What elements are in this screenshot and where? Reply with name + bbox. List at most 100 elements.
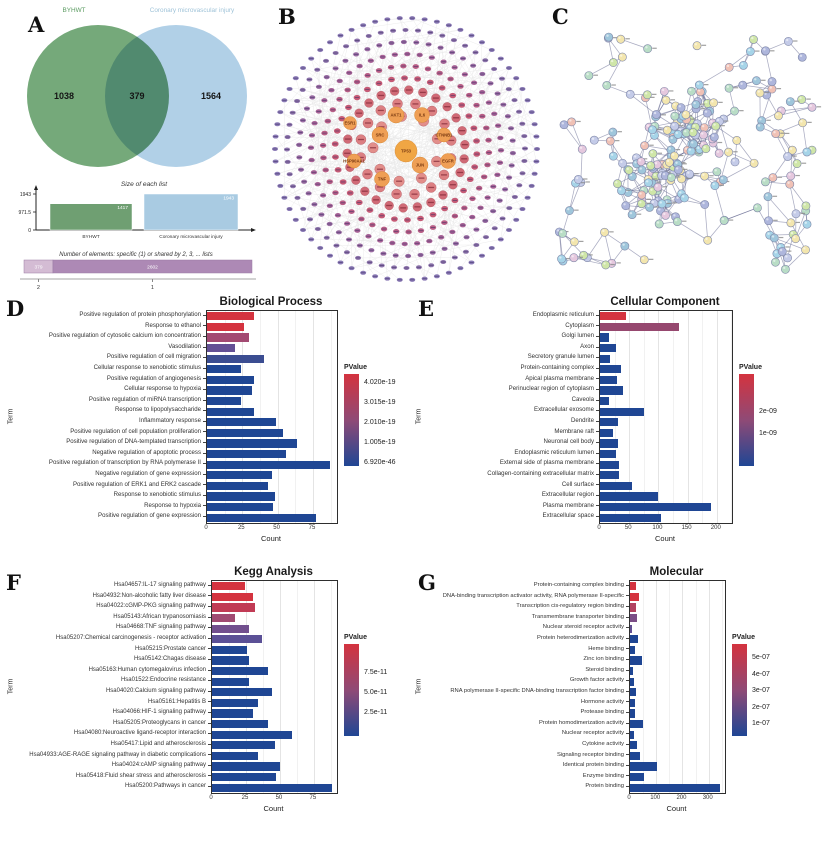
- bar: [600, 397, 609, 406]
- term-label: RNA polymerase II-specific DNA-binding t…: [450, 688, 624, 695]
- biological-process-chart: Biological Process Term Positive regulatio…: [6, 294, 410, 562]
- hub-node: [436, 127, 452, 143]
- term-label: Hsa04024:cAMP signaling pathway: [111, 762, 206, 769]
- legend-title: PValue: [732, 634, 755, 641]
- x-tick-label: 25: [241, 795, 249, 801]
- term-label: Perinuclear region of cytoplasm: [508, 385, 594, 393]
- elements-segment-value: 379: [34, 265, 42, 271]
- bar: [630, 603, 637, 612]
- x-axis-title: Count: [666, 804, 687, 813]
- term-label: Caveola: [571, 395, 594, 403]
- term-label: Steroid binding: [585, 666, 624, 673]
- bar: [600, 344, 616, 353]
- chart-title: Kegg Analysis: [234, 566, 313, 578]
- bar: [207, 450, 287, 459]
- term-label: Nuclear receptor activity: [561, 730, 624, 737]
- pvalue-legend: PValue 7.5e-11 5.0e-11 2.5e-11: [344, 634, 387, 736]
- x-tick-label: 50: [624, 525, 632, 531]
- bar: [630, 645, 635, 654]
- bar: [207, 344, 236, 353]
- size-chart-bar: [49, 203, 133, 231]
- term-label: Golgi lumen: [561, 332, 594, 340]
- panel-letter-f: F: [6, 570, 21, 595]
- term-label: Transmembrane transporter binding: [531, 613, 624, 620]
- x-axis: 0 25 50 75: [209, 794, 336, 803]
- x-axis-title: Count: [654, 534, 675, 543]
- term-label: Hsa05163:Human cytomegalovirus infection: [88, 666, 206, 673]
- bar: [630, 614, 637, 623]
- bar: [207, 471, 272, 480]
- bar: [630, 751, 640, 760]
- bar: [207, 460, 330, 469]
- bar: [600, 354, 610, 363]
- bar: [212, 773, 276, 782]
- bar: [212, 698, 259, 707]
- elements-axis-tick: 2: [37, 285, 40, 291]
- term-label: Growth factor activity: [569, 677, 624, 684]
- term-label: Hsa05200:Pathways in cancer: [124, 783, 206, 790]
- panel-b: B TP53 JUN SRC AKT1 IL6 CTNNB1 EGFR TNF HSP90AA1…: [266, 2, 542, 292]
- term-label: Protease binding: [580, 709, 624, 716]
- term-labels-column: Endoplasmic reticulum Cytoplasm Golgi lume…: [424, 310, 599, 522]
- bar: [630, 762, 658, 771]
- term-label: Secretory granule lumen: [527, 353, 594, 361]
- x-axis-arrow: [251, 228, 256, 232]
- venn-right-count: 1564: [201, 91, 221, 101]
- bar: [600, 428, 613, 437]
- venn-left-count: 1038: [54, 91, 74, 101]
- legend-tick-label: 3e-07: [752, 687, 770, 695]
- x-tick-label: 0: [209, 795, 213, 801]
- term-label: Hsa04066:HIF-1 signaling pathway: [112, 709, 206, 716]
- term-label: Positive regulation of cell migration: [106, 353, 201, 361]
- term-label: DNA-binding transcription activator acti…: [442, 592, 624, 599]
- bar: [207, 312, 254, 321]
- bar: [600, 492, 659, 501]
- term-labels-column: Protein-containing complex binding DNA-bi…: [424, 580, 629, 792]
- bar: [212, 614, 236, 623]
- bar: [207, 439, 298, 448]
- term-label: Hsa04657:IL-17 signaling pathway: [113, 582, 206, 589]
- bar: [600, 450, 616, 459]
- term-label: Hsa01522:Endocrine resistance: [120, 677, 206, 684]
- term-label: Plasma membrane: [542, 501, 594, 509]
- hub-node: [387, 106, 405, 124]
- hub-node: [371, 126, 389, 144]
- panel-g: G Molecular FunctionTermProtein-containi…: [414, 564, 822, 840]
- legend-gradient: [344, 374, 359, 466]
- legend-tick-label: 2e-07: [752, 703, 770, 711]
- elements-axis-tick: 1: [151, 285, 154, 291]
- bar: [600, 418, 619, 427]
- panel-d: D Biological Process Term Positive regulat…: [6, 294, 410, 562]
- hub-gene-label: JUN: [416, 163, 424, 168]
- bar: [212, 709, 253, 718]
- chart-title: Cellular Component: [610, 296, 720, 308]
- term-label: Hsa04668:TNF signaling pathway: [115, 624, 206, 631]
- term-label: Cellular response to xenobiotic stimulus: [93, 364, 201, 372]
- bar: [600, 375, 617, 384]
- ppi-string-network: [554, 32, 822, 274]
- venn-overlap-count: 379: [129, 91, 144, 101]
- hub-gene-label: HSP90AA1: [343, 159, 365, 164]
- legend-title: PValue: [739, 364, 762, 371]
- term-label: Enzyme binding: [582, 772, 624, 779]
- term-label: Identical protein binding: [562, 762, 624, 769]
- bar: [212, 592, 253, 601]
- term-label: Axon: [580, 342, 594, 350]
- bar: [600, 333, 609, 342]
- bar: [207, 481, 268, 490]
- term-label: Collagen-containing extracellular matrix: [487, 470, 594, 477]
- term-label: Positive regulation of gene expression: [98, 512, 201, 520]
- term-label: Hsa05207:Chemical carcinogenesis - recep…: [55, 635, 206, 642]
- x-axis-title: Count: [260, 534, 281, 543]
- bar: [600, 471, 619, 480]
- legend-title: PValue: [344, 364, 367, 371]
- bar: [600, 407, 644, 416]
- bar: [630, 720, 644, 729]
- x-axis: 0 25 50 75: [204, 524, 336, 533]
- bar: [630, 730, 634, 739]
- legend-tick-label: 7.5e-11: [364, 668, 388, 676]
- x-tick-label: 100: [652, 525, 663, 531]
- term-label: Zinc ion binding: [583, 656, 624, 663]
- term-label: Dendrite: [570, 417, 594, 425]
